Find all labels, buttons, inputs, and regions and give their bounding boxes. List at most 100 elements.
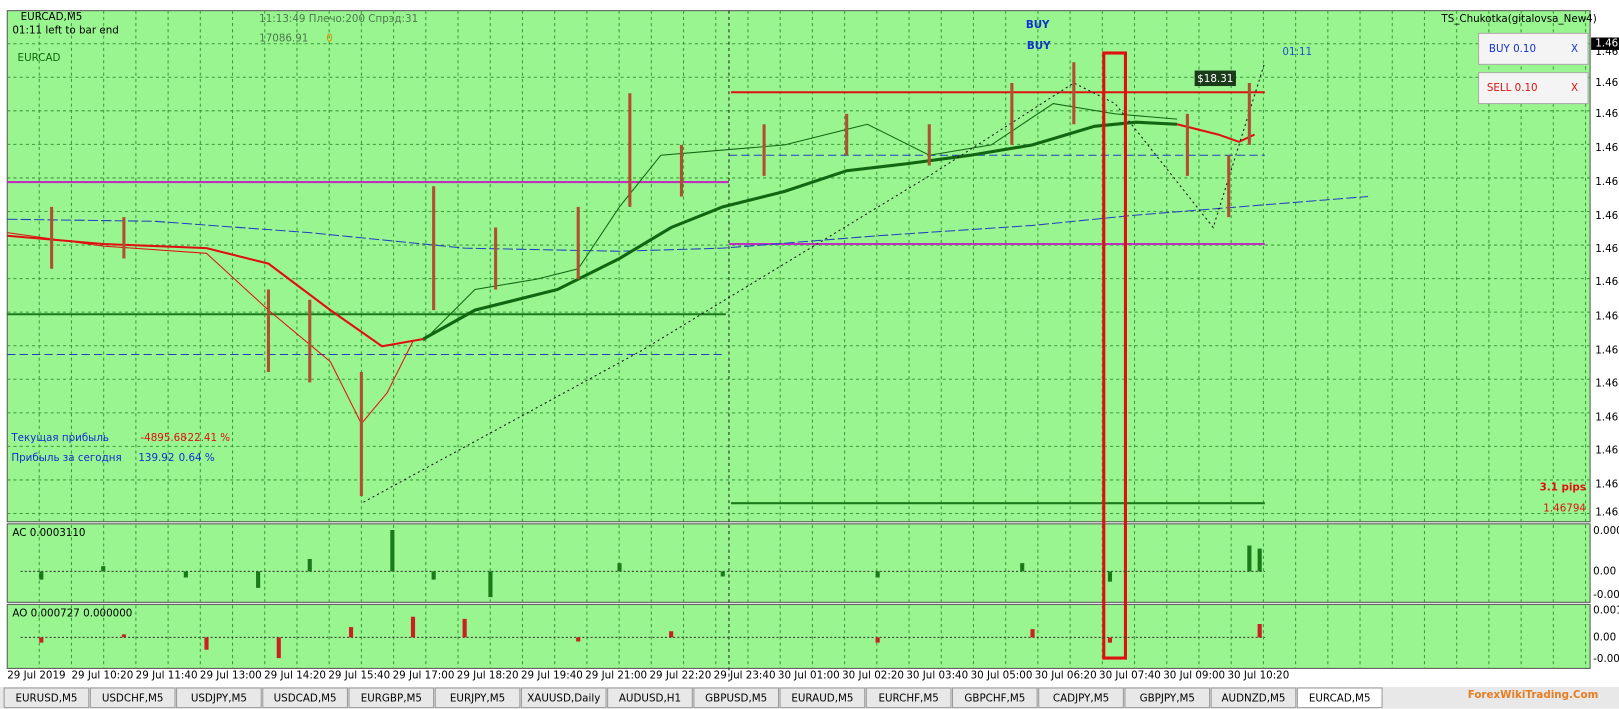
tab[interactable] [434, 687, 521, 709]
tab[interactable] [89, 687, 176, 709]
tab-label[interactable]: EURCHF,M5 [878, 692, 938, 704]
time-tick-label: 30 Jul 03:40 [906, 670, 968, 682]
tab[interactable] [176, 687, 262, 709]
ac-label: AC 0.0003110 [12, 527, 85, 539]
time-tick-label: 29 Jul 15:40 [328, 670, 390, 682]
sell-button[interactable] [1478, 72, 1589, 105]
stat-label: Текущая прибыль [10, 432, 109, 444]
time-tick-label: 29 Jul 2019 [7, 670, 65, 682]
moving-average [7, 232, 414, 425]
stat-value: -4895.68 [140, 432, 186, 444]
moving-average [7, 196, 1369, 252]
tab[interactable] [262, 687, 348, 709]
trade-profit: $18.31 [1197, 73, 1233, 85]
tab-label[interactable]: EURGBP,M5 [361, 692, 422, 704]
moving-average [1176, 123, 1255, 143]
tab-label[interactable]: EURJPY,M5 [450, 692, 505, 704]
ac-tick-label: 0.0007 [1593, 525, 1619, 537]
ac-histogram [39, 530, 1262, 598]
price-tick-label: 1.467 [1595, 46, 1619, 58]
time-tick-label: 30 Jul 02:20 [842, 670, 904, 682]
time-tick-label: 29 Jul 14:20 [264, 670, 326, 682]
buy-label[interactable]: BUY 0.10 [1489, 43, 1536, 55]
tab[interactable] [779, 687, 866, 709]
buy-close[interactable]: X [1571, 43, 1578, 55]
tab[interactable] [865, 687, 952, 709]
symbol: EURCAD [18, 52, 61, 64]
price-tick-label: 1.468 [1595, 38, 1619, 50]
signal-small: BUY [1026, 19, 1050, 31]
tab-label[interactable]: USDJPY,M5 [191, 692, 247, 704]
sell-label[interactable]: SELL 0.10 [1487, 82, 1538, 94]
bar-timer: 01:11 left to bar end [12, 24, 118, 36]
time-tick-label: 29 Jul 21:00 [585, 670, 647, 682]
tab-label[interactable]: GBPUSD,M5 [705, 692, 767, 704]
main-pane [6, 10, 1591, 523]
price-tick-label: 1.465 [1595, 210, 1619, 222]
price-tick-label: 1.462 [1595, 445, 1619, 457]
tab[interactable] [693, 687, 780, 709]
ao-histogram [39, 616, 1262, 659]
ao-pane [6, 603, 1591, 669]
price-tick-label: 1.467 [1595, 108, 1619, 120]
tab[interactable] [607, 687, 693, 709]
tab-label[interactable]: EURUSD,M5 [15, 692, 77, 704]
tab-label[interactable]: CADJPY,M5 [1053, 692, 1109, 704]
tab-label[interactable]: GBPJPY,M5 [1140, 692, 1195, 704]
indicator-name: TS_Chukotka(gitalovsa_New4) [1440, 13, 1596, 25]
tab[interactable] [1124, 687, 1211, 709]
time-tick-label: 29 Jul 22:20 [649, 670, 711, 682]
tab-label[interactable]: USDCHF,M5 [102, 692, 164, 704]
time-tick-label: 30 Jul 05:00 [971, 670, 1033, 682]
moving-average [422, 120, 1178, 341]
tab-label[interactable]: XAUUSD,Daily [527, 692, 600, 704]
profit-tag [1194, 70, 1236, 87]
ac-pane [6, 523, 1591, 603]
price-tick-label: 1.466 [1595, 142, 1619, 154]
tab[interactable] [1296, 687, 1383, 709]
tab-label[interactable]: USDCAD,M5 [274, 692, 337, 704]
buy-button[interactable] [1478, 32, 1589, 65]
price-tick-label: 1.462 [1595, 506, 1619, 518]
window-title: EURCAD,M5 [21, 11, 83, 23]
price-tick-label: 1.466 [1595, 176, 1619, 188]
tab-label[interactable]: GBPCHF,M5 [964, 692, 1025, 704]
price-highlight [1591, 37, 1619, 50]
tab-label[interactable]: EURAUD,M5 [791, 692, 853, 704]
pips: 3.1 pips [1540, 482, 1586, 494]
price-tick-label: 1.464 [1595, 276, 1619, 288]
sell-close[interactable]: X [1571, 82, 1578, 94]
ac-tick-label: -0.000 [1593, 589, 1619, 601]
time-tick-label: 29 Jul 17:00 [393, 670, 455, 682]
moving-average [422, 103, 1178, 342]
ac-tick-label: 0.00 [1593, 565, 1616, 577]
tab-label[interactable]: AUDUSD,H1 [619, 692, 681, 704]
stat-pct: -22.41 % [184, 432, 231, 444]
grid [7, 10, 1591, 669]
tab[interactable] [1210, 687, 1297, 709]
stat-pct: 0.64 % [179, 452, 215, 464]
tab[interactable] [951, 687, 1038, 709]
time-tick-label: 29 Jul 23:40 [714, 670, 776, 682]
moving-average [7, 234, 424, 348]
ao-tick-label: -0.001 [1593, 653, 1619, 665]
highlight-box [1102, 51, 1128, 660]
time-tick-label: 30 Jul 10:20 [1227, 670, 1289, 682]
tab[interactable] [348, 687, 435, 709]
time-tick-label: 30 Jul 09:00 [1163, 670, 1225, 682]
price-tick-label: 1.464 [1595, 310, 1619, 322]
tab-label[interactable]: EURCAD,M5 [1309, 692, 1371, 704]
tab[interactable] [3, 687, 90, 709]
time-tick-label: 29 Jul 18:20 [457, 670, 519, 682]
zero-line [20, 570, 1265, 638]
price-tick-label: 1.463 [1595, 377, 1619, 389]
price-tick-label: 1.467 [1595, 77, 1619, 89]
tab-label[interactable]: AUDNZD,M5 [1221, 692, 1285, 704]
tab[interactable] [520, 687, 607, 709]
ao-tick-label: 0.00 [1593, 631, 1616, 643]
candles [50, 62, 1251, 496]
labels: EURCAD,M5 01:11 left to bar end EURCAD 1… [10, 11, 1596, 620]
price-tick-label: 1.465 [1595, 243, 1619, 255]
tab[interactable] [1038, 687, 1124, 709]
